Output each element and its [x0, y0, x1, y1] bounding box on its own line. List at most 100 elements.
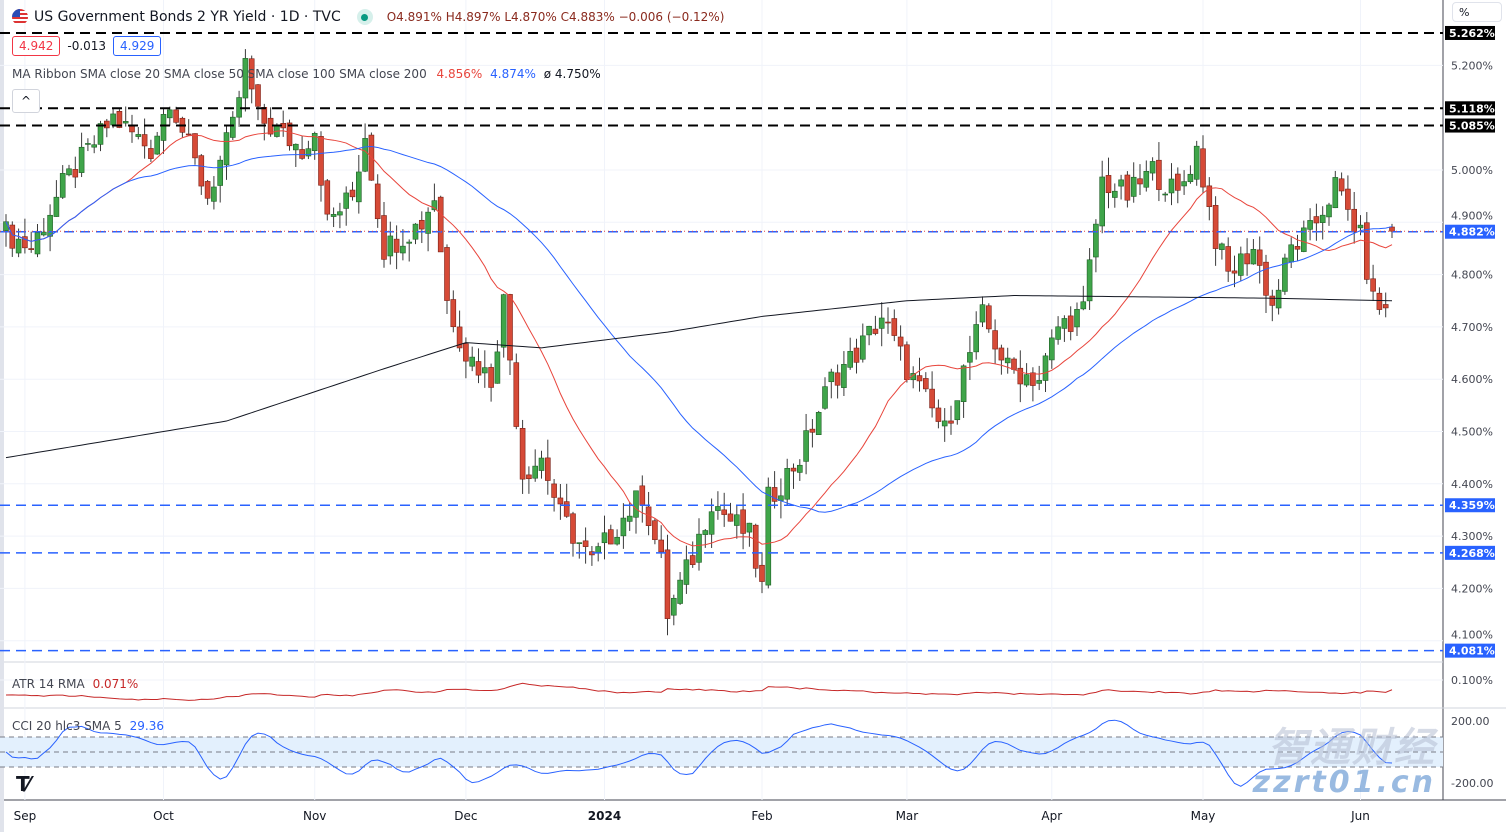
- candle-up: [847, 337, 854, 370]
- candle-body: [1093, 223, 1099, 258]
- candle-up: [211, 176, 217, 210]
- candle-up: [305, 140, 312, 160]
- candle-down: [393, 225, 400, 270]
- candle-body: [1105, 175, 1112, 194]
- candle-body: [261, 107, 268, 124]
- cci-tick: 200.00: [1451, 715, 1490, 728]
- candle-down: [1382, 292, 1389, 318]
- open-value: O4.891%: [386, 10, 442, 24]
- candle-up: [154, 131, 160, 155]
- candle-body: [1137, 178, 1143, 185]
- candle-body: [904, 344, 910, 380]
- candle-body: [916, 375, 923, 382]
- watermark: 智通财经 zzrt01.cn: [1253, 728, 1436, 798]
- candle-up: [34, 223, 41, 258]
- candle-body: [110, 113, 116, 126]
- candle-down: [418, 211, 425, 244]
- candle-body: [595, 546, 602, 553]
- candle-down: [551, 479, 557, 512]
- sell-button[interactable]: 4.942: [12, 36, 61, 56]
- candle-up: [223, 125, 230, 180]
- level-label: 4.081%: [1449, 645, 1495, 658]
- symbol-title[interactable]: US Government Bonds 2 YR Yield · 1D · TV…: [34, 9, 341, 25]
- candle-down: [790, 463, 797, 489]
- candle-body: [979, 304, 986, 323]
- ohlc-readout: O4.891% H4.897% L4.870% C4.883% −0.006 (…: [387, 10, 725, 24]
- candle-body: [1181, 181, 1187, 187]
- candle-body: [1086, 259, 1093, 302]
- level-label-bg: [1445, 224, 1495, 239]
- watermark-url: zzrt01.cn: [1252, 765, 1436, 800]
- candle-body: [1212, 205, 1219, 249]
- candle-up: [431, 183, 438, 212]
- candle-body: [1042, 355, 1049, 381]
- candle-body: [28, 248, 35, 250]
- candle-down: [1376, 287, 1383, 315]
- candle-body: [91, 144, 97, 148]
- candle-up: [337, 202, 343, 229]
- candle-up: [683, 545, 690, 594]
- candle-body: [1231, 270, 1238, 274]
- candle-body: [1124, 174, 1131, 201]
- price-tick: 5.000%: [1451, 164, 1493, 177]
- candle-body: [104, 120, 110, 129]
- candle-body: [513, 362, 520, 427]
- buy-button[interactable]: 4.929: [113, 36, 162, 56]
- candle-body: [1011, 358, 1017, 370]
- candle-body: [1256, 249, 1263, 266]
- cci-legend[interactable]: CCI 20 hlc3 SMA 5 29.36: [12, 719, 164, 733]
- candle-body: [324, 180, 331, 215]
- sma20-line: [5, 130, 1393, 547]
- candle-body: [866, 325, 872, 336]
- percent-scale-button[interactable]: %: [1452, 2, 1502, 22]
- candle-down: [992, 319, 998, 365]
- candle-body: [582, 540, 589, 547]
- level-label: 5.118%: [1449, 102, 1495, 115]
- candle-body: [702, 530, 709, 535]
- candle-body: [815, 412, 822, 436]
- candle-body: [192, 133, 198, 159]
- candle-up: [784, 458, 791, 506]
- tradingview-logo[interactable]: T⁄: [16, 772, 30, 796]
- candle-body: [330, 214, 337, 217]
- candle-up: [696, 518, 702, 571]
- collapse-legend-button[interactable]: ^: [12, 89, 40, 113]
- candle-down: [192, 133, 198, 165]
- candle-up: [1080, 285, 1087, 311]
- candle-body: [22, 236, 28, 249]
- candle-up: [1074, 302, 1080, 337]
- ma-ribbon-legend[interactable]: MA Ribbon SMA close 20 SMA close 50 SMA …: [12, 67, 601, 81]
- candle-body: [1099, 176, 1105, 227]
- candle-body: [211, 186, 217, 202]
- level-label-bg: [1445, 545, 1495, 560]
- atr-legend[interactable]: ATR 14 RMA 0.071%: [12, 677, 138, 691]
- level-label: 5.262%: [1449, 27, 1495, 40]
- candle-body: [526, 474, 532, 480]
- candle-up: [708, 498, 715, 548]
- candle-up: [122, 106, 129, 127]
- candle-body: [463, 343, 469, 362]
- candle-body: [948, 420, 954, 424]
- sma200-value: ø 4.750%: [543, 67, 601, 81]
- candle-down: [563, 483, 570, 518]
- candle-up: [1093, 219, 1099, 273]
- candle-body: [299, 149, 305, 159]
- candle-up: [494, 340, 501, 384]
- candle-body: [1055, 326, 1061, 340]
- candle-up: [355, 154, 362, 214]
- candle-body: [97, 123, 104, 145]
- candle-up: [954, 400, 961, 425]
- candle-body: [154, 135, 160, 155]
- candle-down: [1269, 289, 1276, 322]
- candle-down: [872, 315, 879, 336]
- candle-up: [330, 207, 337, 228]
- candle-body: [1319, 214, 1326, 223]
- atr-tick: 0.100%: [1451, 674, 1493, 687]
- candle-up: [601, 515, 608, 560]
- candle-down: [22, 218, 28, 254]
- candle-body: [658, 539, 665, 553]
- candle-up: [815, 410, 822, 436]
- watermark-cn: 智通财经: [1268, 725, 1436, 771]
- candle-body: [507, 294, 513, 361]
